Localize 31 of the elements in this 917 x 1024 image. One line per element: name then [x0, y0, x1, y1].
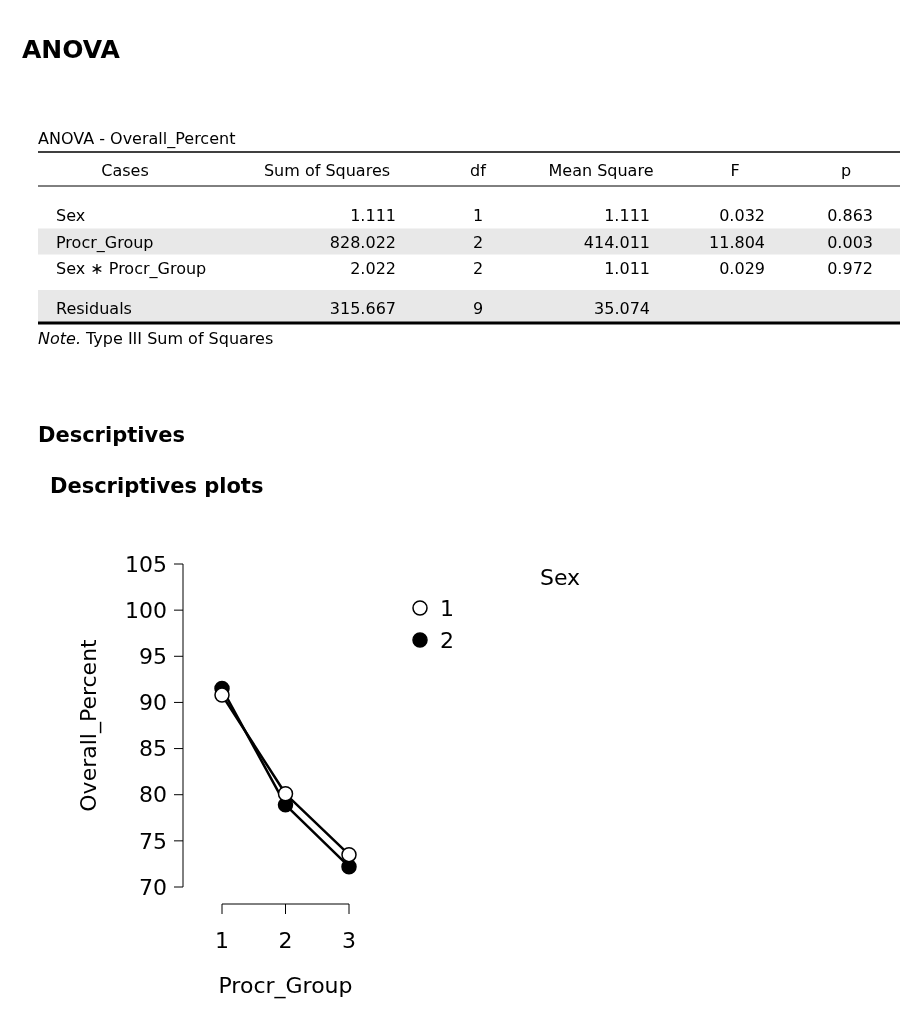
- y-tick-label: 85: [139, 736, 167, 762]
- category-label: F: [730, 161, 740, 180]
- x-tick-label: 3: [342, 928, 356, 953]
- category-label: p: [840, 161, 852, 180]
- legend-label: 2: [440, 627, 454, 653]
- legend-label: 1: [440, 595, 454, 621]
- y-tick-label: 95: [139, 643, 167, 669]
- y-tick-label: 75: [139, 828, 167, 854]
- y-tick-label: 90: [139, 690, 167, 716]
- category-label: Mean Square: [548, 161, 654, 180]
- y-axis-title: Overall_Percent: [76, 638, 102, 812]
- category-label: Sum of Squares: [263, 161, 391, 180]
- category-label: df: [470, 161, 487, 180]
- x-tick-label: 1: [215, 928, 229, 953]
- text: Sex ∗ Procr_Group 2.022 2 1.011 0.029 0.972: [56, 259, 873, 278]
- text: Sex 1.111 1 1.111 0.032 0.863: [56, 206, 873, 225]
- text: ANOVA: [22, 35, 121, 64]
- chart-title: Descriptives: [38, 423, 185, 447]
- y-tick-label: 105: [125, 551, 167, 577]
- x-tick-label: 2: [278, 928, 293, 953]
- text: ANOVA - Overall_Percent: [38, 129, 236, 149]
- x-axis-title: Procr_Group: [218, 973, 353, 999]
- category-label: Cases: [101, 161, 149, 180]
- text: Note. Type III Sum of Squares: [38, 329, 274, 348]
- legend-title: Sex: [540, 565, 581, 590]
- chart-subtitle: Descriptives plots: [50, 474, 264, 498]
- text: Residuals 315.667 9 35.074: [56, 299, 650, 318]
- y-tick-label: 100: [125, 597, 167, 623]
- y-tick-label: 70: [139, 874, 167, 900]
- y-tick-label: 80: [139, 782, 167, 808]
- text: Procr_Group 828.022 2 414.011 11.804 0.003: [56, 232, 873, 252]
